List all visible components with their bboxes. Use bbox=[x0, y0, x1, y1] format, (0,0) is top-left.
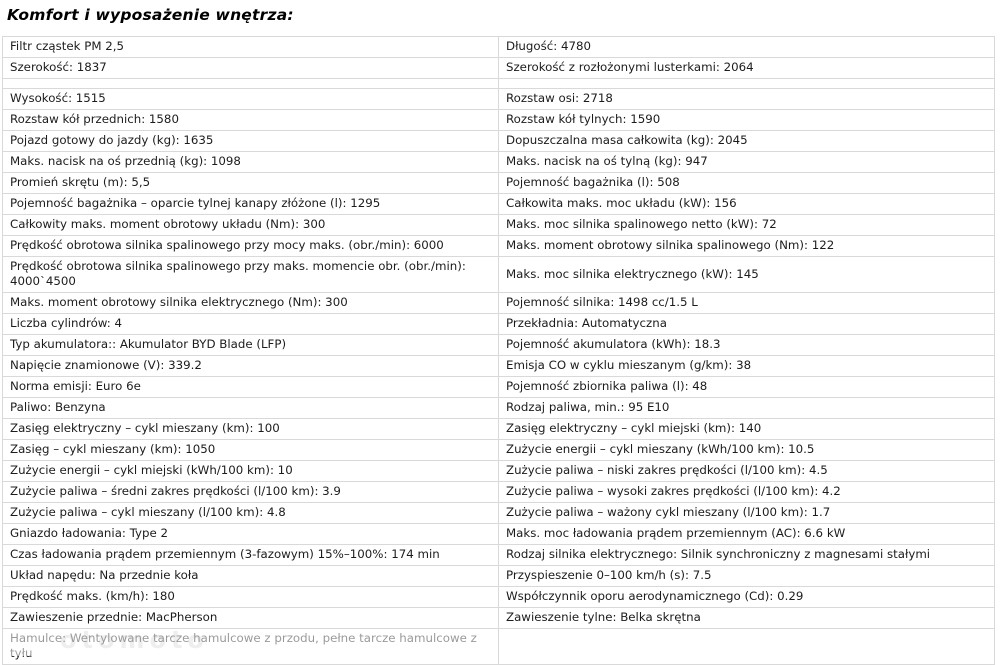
table-row: Maks. moment obrotowy silnika elektryczn… bbox=[2, 292, 995, 314]
spec-cell-right: Zasięg elektryczny – cykl miejski (km): … bbox=[498, 418, 995, 440]
spec-cell-right bbox=[498, 628, 995, 665]
spec-cell-left: Zużycie energii – cykl miejski (kWh/100 … bbox=[2, 460, 499, 482]
spec-cell-left: Szerokość: 1837 bbox=[2, 57, 499, 79]
spec-cell-right: Maks. moc ładowania prądem przemiennym (… bbox=[498, 523, 995, 545]
spec-cell-right: Pojemność bagażnika (l): 508 bbox=[498, 172, 995, 194]
spec-cell-right: Zawieszenie tylne: Belka skrętna bbox=[498, 607, 995, 629]
spec-cell-left: Promień skrętu (m): 5,5 bbox=[2, 172, 499, 194]
spec-cell-left: Hamulce: Wentylowane tarcze hamulcowe z … bbox=[2, 628, 499, 665]
spec-cell-right bbox=[498, 78, 995, 89]
spec-cell-left: Układ napędu: Na przednie koła bbox=[2, 565, 499, 587]
spec-cell-left: Liczba cylindrów: 4 bbox=[2, 313, 499, 335]
spec-cell-left: Czas ładowania prądem przemiennym (3-faz… bbox=[2, 544, 499, 566]
table-row: Zużycie paliwa – średni zakres prędkości… bbox=[2, 481, 995, 503]
table-row: Norma emisji: Euro 6e Pojemność zbiornika… bbox=[2, 376, 995, 398]
table-row: Zużycie paliwa – cykl mieszany (l/100 km… bbox=[2, 502, 995, 524]
spec-cell-left: Prędkość obrotowa silnika spalinowego pr… bbox=[2, 235, 499, 257]
table-row: Wysokość: 1515 Rozstaw osi: 2718 bbox=[2, 88, 995, 110]
table-row bbox=[2, 78, 995, 89]
spec-cell-left: Całkowity maks. moment obrotowy układu (… bbox=[2, 214, 499, 236]
table-row: Gniazdo ładowania: Type 2 Maks. moc ładow… bbox=[2, 523, 995, 545]
table-row: Prędkość obrotowa silnika spalinowego pr… bbox=[2, 256, 995, 293]
spec-cell-left: Prędkość maks. (km/h): 180 bbox=[2, 586, 499, 608]
spec-cell-right: Szerokość z rozłożonymi lusterkami: 2064 bbox=[498, 57, 995, 79]
table-row: Szerokość: 1837 Szerokość z rozłożonymi l… bbox=[2, 57, 995, 79]
spec-cell-left: Typ akumulatora:: Akumulator BYD Blade (… bbox=[2, 334, 499, 356]
spec-cell-left: Maks. moment obrotowy silnika elektryczn… bbox=[2, 292, 499, 314]
spec-cell-right: Pojemność silnika: 1498 cc/1.5 L bbox=[498, 292, 995, 314]
table-row: Zużycie energii – cykl miejski (kWh/100 … bbox=[2, 460, 995, 482]
spec-cell-right: Maks. moment obrotowy silnika spalinoweg… bbox=[498, 235, 995, 257]
spec-cell-right: Rodzaj paliwa, min.: 95 E10 bbox=[498, 397, 995, 419]
table-row: Liczba cylindrów: 4 Przekładnia: Automaty… bbox=[2, 313, 995, 335]
table-row: Pojemność bagażnika – oparcie tylnej kan… bbox=[2, 193, 995, 215]
spec-cell-left: Zużycie paliwa – średni zakres prędkości… bbox=[2, 481, 499, 503]
spec-cell-left: Pojemność bagażnika – oparcie tylnej kan… bbox=[2, 193, 499, 215]
spec-cell-right: Emisja CO w cyklu mieszanym (g/km): 38 bbox=[498, 355, 995, 377]
spec-cell-left: Wysokość: 1515 bbox=[2, 88, 499, 110]
spec-cell-right: Rozstaw osi: 2718 bbox=[498, 88, 995, 110]
spec-cell-left bbox=[2, 78, 499, 89]
spec-cell-right: Pojemność zbiornika paliwa (l): 48 bbox=[498, 376, 995, 398]
spec-cell-left: Paliwo: Benzyna bbox=[2, 397, 499, 419]
spec-cell-right: Maks. nacisk na oś tylną (kg): 947 bbox=[498, 151, 995, 173]
spec-cell-left: Zasięg elektryczny – cykl mieszany (km):… bbox=[2, 418, 499, 440]
table-row: Hamulce: Wentylowane tarcze hamulcowe z … bbox=[2, 628, 995, 665]
spec-cell-right: Zużycie paliwa – niski zakres prędkości … bbox=[498, 460, 995, 482]
table-row: Zasięg elektryczny – cykl mieszany (km):… bbox=[2, 418, 995, 440]
spec-cell-left: Zasięg – cykl mieszany (km): 1050 bbox=[2, 439, 499, 461]
table-row: Promień skrętu (m): 5,5 Pojemność bagażni… bbox=[2, 172, 995, 194]
table-row: Zasięg – cykl mieszany (km): 1050 Zużycie… bbox=[2, 439, 995, 461]
spec-cell-right: Przyspieszenie 0–100 km/h (s): 7.5 bbox=[498, 565, 995, 587]
spec-cell-right: Dopuszczalna masa całkowita (kg): 2045 bbox=[498, 130, 995, 152]
spec-cell-left: Napięcie znamionowe (V): 339.2 bbox=[2, 355, 499, 377]
table-row: Czas ładowania prądem przemiennym (3-faz… bbox=[2, 544, 995, 566]
spec-cell-right: Maks. moc silnika spalinowego netto (kW)… bbox=[498, 214, 995, 236]
table-row: Układ napędu: Na przednie koła Przyspiesz… bbox=[2, 565, 995, 587]
spec-cell-left: Norma emisji: Euro 6e bbox=[2, 376, 499, 398]
spec-table: Filtr cząstek PM 2,5 Długość: 4780 Szeroko… bbox=[2, 36, 995, 665]
spec-cell-left: Maks. nacisk na oś przednią (kg): 1098 bbox=[2, 151, 499, 173]
spec-cell-left: Prędkość obrotowa silnika spalinowego pr… bbox=[2, 256, 499, 293]
spec-table-body: Filtr cząstek PM 2,5 Długość: 4780 Szeroko… bbox=[2, 36, 995, 665]
spec-cell-right: Przekładnia: Automatyczna bbox=[498, 313, 995, 335]
spec-cell-left: Zużycie paliwa – cykl mieszany (l/100 km… bbox=[2, 502, 499, 524]
spec-cell-right: Pojemność akumulatora (kWh): 18.3 bbox=[498, 334, 995, 356]
table-row: Filtr cząstek PM 2,5 Długość: 4780 bbox=[2, 36, 995, 58]
spec-cell-left: Zawieszenie przednie: MacPherson bbox=[2, 607, 499, 629]
spec-cell-left: Pojazd gotowy do jazdy (kg): 1635 bbox=[2, 130, 499, 152]
table-row: Całkowity maks. moment obrotowy układu (… bbox=[2, 214, 995, 236]
spec-cell-right: Zużycie energii – cykl mieszany (kWh/100… bbox=[498, 439, 995, 461]
page-title: Komfort i wyposażenie wnętrza: bbox=[7, 6, 294, 24]
spec-cell-right: Rodzaj silnika elektrycznego: Silnik syn… bbox=[498, 544, 995, 566]
spec-cell-right: Długość: 4780 bbox=[498, 36, 995, 58]
table-row: Prędkość maks. (km/h): 180 Współczynnik o… bbox=[2, 586, 995, 608]
table-row: Paliwo: Benzyna Rodzaj paliwa, min.: 95 E… bbox=[2, 397, 995, 419]
table-row: Napięcie znamionowe (V): 339.2 Emisja CO … bbox=[2, 355, 995, 377]
table-row: Pojazd gotowy do jazdy (kg): 1635 Dopuszc… bbox=[2, 130, 995, 152]
spec-cell-right: Współczynnik oporu aerodynamicznego (Cd)… bbox=[498, 586, 995, 608]
spec-cell-left: Filtr cząstek PM 2,5 bbox=[2, 36, 499, 58]
table-row: Prędkość obrotowa silnika spalinowego pr… bbox=[2, 235, 995, 257]
table-row: Rozstaw kół przednich: 1580 Rozstaw kół t… bbox=[2, 109, 995, 131]
spec-cell-right: Rozstaw kół tylnych: 1590 bbox=[498, 109, 995, 131]
spec-cell-left: Rozstaw kół przednich: 1580 bbox=[2, 109, 499, 131]
spec-cell-right: Całkowita maks. moc układu (kW): 156 bbox=[498, 193, 995, 215]
spec-cell-right: Zużycie paliwa – ważony cykl mieszany (l… bbox=[498, 502, 995, 524]
spec-cell-right: Zużycie paliwa – wysoki zakres prędkości… bbox=[498, 481, 995, 503]
spec-cell-right: Maks. moc silnika elektrycznego (kW): 14… bbox=[498, 256, 995, 293]
table-row: Typ akumulatora:: Akumulator BYD Blade (… bbox=[2, 334, 995, 356]
table-row: Maks. nacisk na oś przednią (kg): 1098 Ma… bbox=[2, 151, 995, 173]
table-row: Zawieszenie przednie: MacPherson Zawiesze… bbox=[2, 607, 995, 629]
spec-cell-left: Gniazdo ładowania: Type 2 bbox=[2, 523, 499, 545]
